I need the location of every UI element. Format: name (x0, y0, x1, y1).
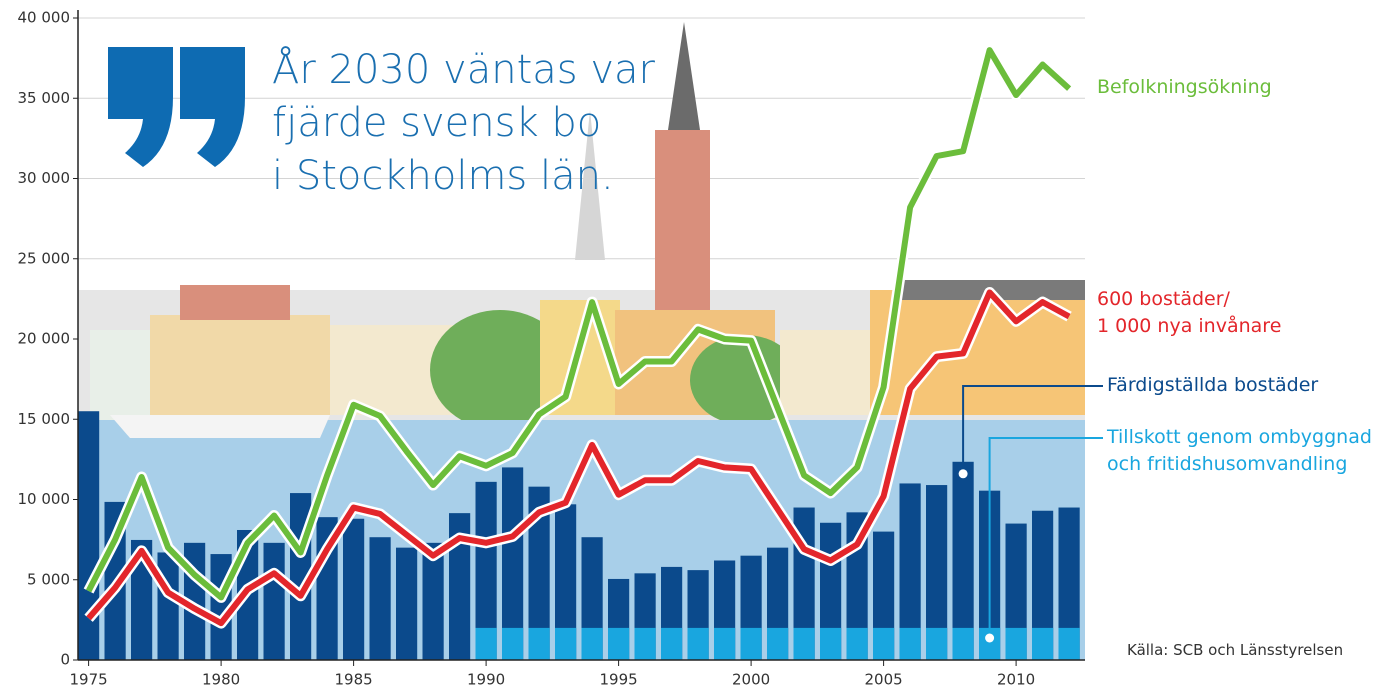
callout-line (988, 437, 1103, 638)
plot (78, 44, 1080, 660)
series-label: Befolkningsökning (1097, 76, 1272, 98)
bar (979, 627, 1001, 660)
bar (1032, 510, 1054, 660)
bar (263, 542, 285, 660)
bar (1032, 627, 1054, 660)
bar (581, 627, 603, 660)
bar (767, 627, 789, 660)
bar (793, 627, 815, 660)
y-tick-label: 25 000 (18, 249, 71, 267)
bar (661, 627, 683, 660)
bar (528, 486, 550, 660)
bar (157, 552, 179, 660)
y-tick-label: 40 000 (18, 9, 71, 27)
bar (502, 467, 524, 660)
bar (820, 627, 842, 660)
series-label: Tillskott genom ombyggnad och fritidshus… (1107, 426, 1372, 475)
quote: År 2030 väntas var fjärde svensk bo i St… (272, 47, 655, 199)
bar (873, 627, 895, 660)
y-tick-label: 15 000 (18, 410, 71, 428)
bar (899, 483, 921, 660)
y-tick-label: 30 000 (18, 169, 71, 187)
bar (714, 627, 736, 660)
x-tick-label: 2010 (997, 671, 1035, 689)
y-tick-label: 35 000 (18, 89, 71, 107)
bar (1058, 627, 1080, 660)
building (90, 330, 150, 420)
bar (555, 504, 577, 660)
spire (668, 22, 700, 130)
bar (687, 627, 709, 660)
x-tick-label: 1980 (202, 671, 240, 689)
bar (369, 537, 391, 660)
line (86, 289, 1071, 627)
y-tick-label: 0 (60, 651, 70, 669)
bar (78, 411, 100, 660)
bar (899, 627, 921, 660)
callouts (958, 385, 1103, 643)
x-tick-label: 1995 (600, 671, 638, 689)
bar (528, 627, 550, 660)
bar (634, 627, 656, 660)
quote-glyph (180, 47, 245, 167)
building (780, 330, 870, 415)
bar (608, 627, 630, 660)
bar (131, 539, 153, 660)
y-tick-label: 10 000 (18, 490, 71, 508)
x-tick-label: 1990 (467, 671, 505, 689)
bar (952, 461, 974, 660)
bar (475, 627, 497, 660)
callout-dot (985, 633, 995, 643)
bar (1005, 627, 1027, 660)
callout-line (962, 385, 1103, 474)
bar (926, 485, 948, 660)
y-tick-label: 5 000 (27, 570, 70, 588)
source: Källa: SCB och Länsstyrelsen (1127, 641, 1344, 659)
x-tick-label: 1975 (70, 671, 108, 689)
bar (422, 542, 444, 660)
callout-dot (958, 469, 968, 479)
line (85, 47, 1072, 601)
bar (449, 513, 471, 660)
trees (430, 310, 570, 430)
tower (655, 130, 710, 310)
bar (343, 518, 365, 660)
quote-mark (108, 47, 245, 167)
roof (180, 285, 290, 320)
quote-glyph (108, 47, 173, 167)
x-tick-label: 2000 (732, 671, 770, 689)
bar (502, 627, 524, 660)
series-label: Färdigställda bostäder (1107, 374, 1319, 396)
bar (1058, 507, 1080, 660)
bar (926, 627, 948, 660)
boat (110, 415, 330, 438)
x-tick-label: 2005 (865, 671, 903, 689)
bar (1005, 523, 1027, 660)
bar (396, 547, 418, 660)
bar (475, 481, 497, 660)
y-tick-label: 20 000 (18, 330, 71, 348)
bar (846, 627, 868, 660)
bar (952, 627, 974, 660)
bar (740, 627, 762, 660)
x-tick-label: 1985 (335, 671, 373, 689)
series-label: 600 bostäder/ 1 000 nya invånare (1097, 288, 1282, 337)
building (150, 315, 330, 415)
bar (555, 627, 577, 660)
spire (575, 110, 605, 260)
